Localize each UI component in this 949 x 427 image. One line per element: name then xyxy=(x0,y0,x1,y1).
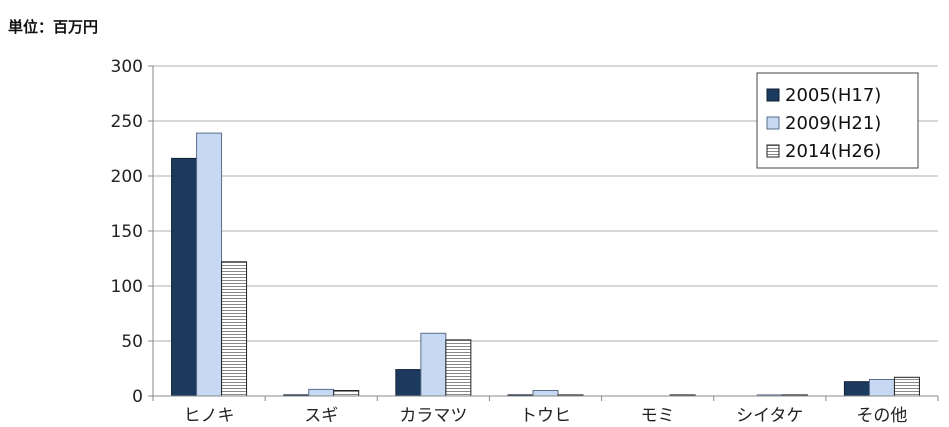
bar xyxy=(532,390,559,397)
y-tick-label: 200 xyxy=(111,167,143,187)
legend-swatch xyxy=(766,144,780,158)
bar xyxy=(333,390,360,397)
legend-label: 2005(H17) xyxy=(785,85,881,106)
bar xyxy=(171,157,198,397)
x-axis-categories: ヒノキ スギ カラマツ トウヒ モミ シイタケ その他 xyxy=(184,406,908,426)
legend-swatch xyxy=(766,88,780,102)
y-tick-label: 250 xyxy=(111,112,143,132)
x-tick-label: カラマツ xyxy=(399,406,467,426)
bar xyxy=(893,376,920,397)
x-tick-label: スギ xyxy=(304,406,338,426)
y-tick-label: 0 xyxy=(132,387,143,407)
unit-label: 単位：百万円 xyxy=(8,18,99,36)
y-tick-label: 100 xyxy=(111,277,143,297)
y-tick-label: 50 xyxy=(121,332,143,352)
bar xyxy=(445,339,472,397)
x-tick-label: トウヒ xyxy=(520,406,571,426)
bar xyxy=(196,132,223,397)
y-tick-label: 300 xyxy=(111,57,143,77)
x-tick-label: モミ xyxy=(641,406,675,426)
bar xyxy=(395,369,422,397)
y-tick-label: 150 xyxy=(111,222,143,242)
bar xyxy=(221,261,248,397)
x-tick-label: ヒノキ xyxy=(184,406,235,426)
axes xyxy=(152,66,939,401)
y-axis-ticks: 0 50 100 150 200 250 300 xyxy=(111,57,153,407)
legend-swatch xyxy=(766,116,780,130)
x-tick-label: シイタケ xyxy=(736,406,803,426)
legend-label: 2009(H21) xyxy=(785,113,881,134)
bar xyxy=(308,388,335,397)
bar xyxy=(868,379,895,397)
legend-box xyxy=(756,72,919,169)
x-tick-label: その他 xyxy=(856,406,907,426)
legend: 2005(H17) 2009(H21) 2014(H26) xyxy=(756,72,919,169)
bar xyxy=(843,381,870,397)
bar xyxy=(420,332,447,397)
bars xyxy=(171,132,920,397)
legend-label: 2014(H26) xyxy=(785,141,881,162)
